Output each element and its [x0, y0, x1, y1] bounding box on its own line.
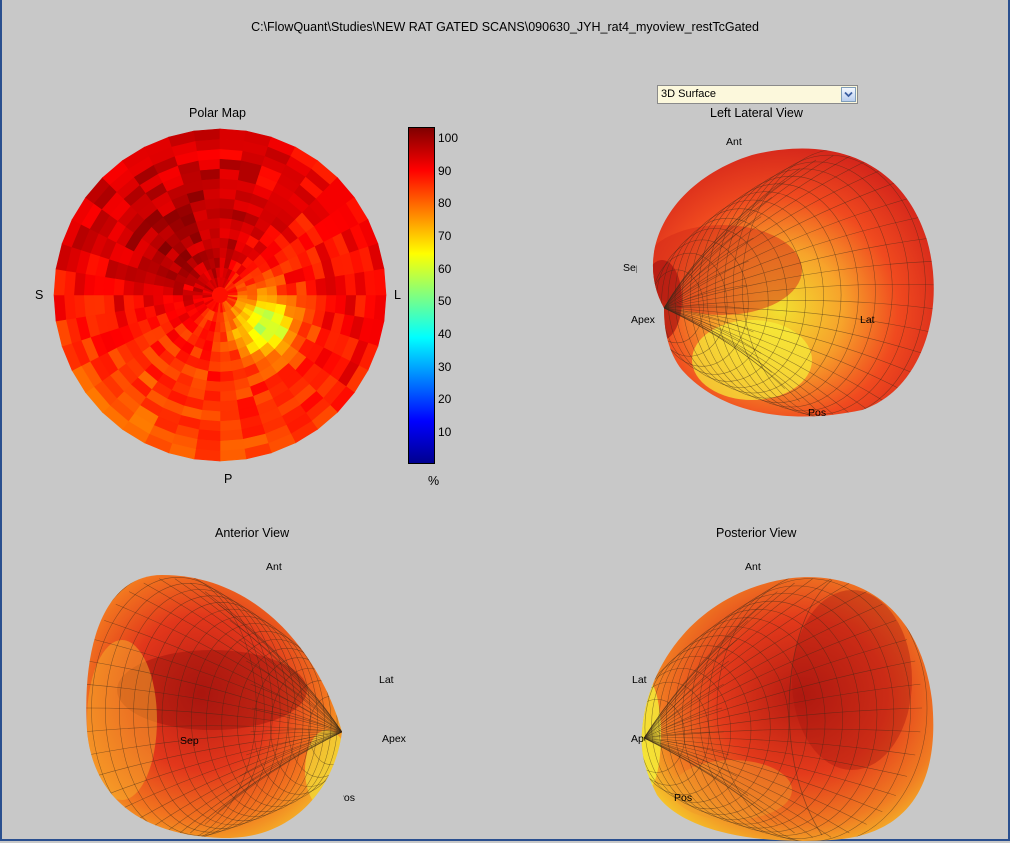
chevron-down-icon[interactable]: [841, 87, 856, 102]
colorbar: [408, 127, 435, 464]
colorbar-tick: 70: [438, 229, 452, 243]
colorbar-tick: 40: [438, 327, 452, 341]
ll-label-ant: Ant: [726, 136, 742, 148]
colorbar-tick: 30: [438, 360, 452, 374]
colorbar-tick: 90: [438, 164, 452, 178]
posterior-surface[interactable]: [622, 560, 952, 843]
posterior-view-title: Posterior View: [716, 526, 797, 540]
colorbar-tick: 100: [438, 131, 459, 145]
ant-label-pos: Pos: [343, 792, 355, 804]
colorbar-tick: 80: [438, 196, 452, 210]
colorbar-unit: %: [428, 474, 440, 488]
pos-label-apex: Apex: [631, 733, 645, 745]
ant-label-lat: Lat: [379, 674, 394, 686]
pos-label-pos: Pos: [674, 792, 693, 804]
anterior-view-title: Anterior View: [215, 526, 290, 540]
view-type-select[interactable]: 3D Surface: [657, 85, 858, 104]
ant-label-ant: Ant: [266, 561, 282, 573]
polar-label-posterior: P: [224, 472, 233, 486]
figure-path-title: C:\FlowQuant\Studies\NEW RAT GATED SCANS…: [251, 20, 759, 34]
ll-label-sep: Sep: [623, 262, 637, 274]
pos-label-ant: Ant: [745, 561, 761, 573]
anterior-surface[interactable]: [72, 560, 402, 843]
colorbar-tick: 10: [438, 425, 452, 439]
colorbar-tick: 50: [438, 294, 452, 308]
polar-label-septal: S: [35, 288, 44, 302]
ant-label-sep: Sep: [180, 735, 199, 747]
polar-map[interactable]: [52, 127, 388, 463]
left-lateral-view-title: Left Lateral View: [710, 106, 803, 120]
view-type-selected-value: 3D Surface: [661, 88, 717, 100]
ant-label-apex: Apex: [382, 733, 406, 745]
ll-label-pos: Pos: [808, 407, 827, 419]
ll-label-apex: Apex: [631, 314, 655, 326]
colorbar-tick: 60: [438, 262, 452, 276]
polar-map-title: Polar Map: [189, 106, 246, 120]
ll-label-lat: Lat: [860, 314, 875, 326]
pos-label-lat: Lat: [632, 674, 647, 686]
left-lateral-surface[interactable]: [602, 120, 962, 440]
polar-label-lateral: L: [394, 288, 401, 302]
colorbar-tick: 20: [438, 392, 452, 406]
